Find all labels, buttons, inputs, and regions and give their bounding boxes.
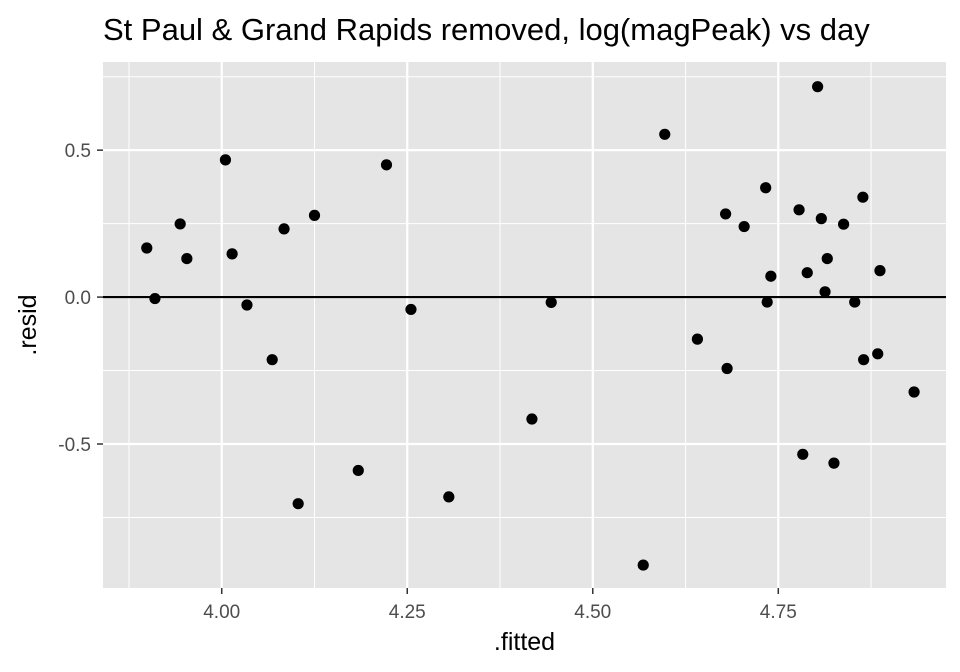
- y-tick-label: -0.5: [58, 435, 91, 456]
- data-point: [241, 299, 253, 311]
- data-point: [857, 191, 869, 203]
- data-point: [141, 242, 153, 254]
- data-point: [720, 208, 732, 220]
- y-tick-label: 0.5: [65, 141, 91, 162]
- data-point: [797, 448, 809, 460]
- data-point: [266, 354, 278, 366]
- data-point: [219, 154, 232, 166]
- data-point: [793, 204, 805, 216]
- data-point: [443, 491, 455, 503]
- data-point: [738, 220, 750, 233]
- x-axis-title: .fitted: [494, 628, 555, 656]
- data-point: [819, 286, 831, 298]
- data-point: [721, 362, 733, 375]
- data-point: [405, 303, 417, 316]
- data-points: [141, 81, 920, 571]
- data-point: [174, 218, 186, 230]
- data-point: [659, 128, 671, 140]
- data-point: [526, 413, 538, 425]
- data-point: [292, 498, 304, 510]
- chart-title: St Paul & Grand Rapids removed, log(magP…: [103, 12, 870, 47]
- data-point: [181, 252, 193, 265]
- y-axis-title: .resid: [14, 294, 42, 355]
- x-tick-label: 4.75: [760, 602, 797, 623]
- data-point: [821, 252, 833, 265]
- data-point: [801, 267, 813, 279]
- data-point: [149, 292, 161, 305]
- data-point: [828, 457, 840, 469]
- data-point: [872, 348, 884, 360]
- data-point: [691, 333, 704, 345]
- data-point: [849, 296, 861, 308]
- data-point: [545, 296, 557, 308]
- x-axis: 4.00 4.25 4.50 4.75: [203, 588, 797, 623]
- data-point: [308, 209, 321, 221]
- data-point: [380, 159, 393, 171]
- x-tick-label: 4.50: [574, 602, 611, 623]
- data-point: [858, 354, 870, 366]
- data-point: [352, 464, 364, 477]
- data-point: [815, 213, 827, 225]
- data-point: [637, 559, 649, 571]
- data-point: [837, 218, 850, 230]
- data-point: [812, 81, 824, 93]
- y-axis: -0.5 0.0 0.5: [58, 141, 103, 456]
- data-point: [760, 182, 772, 194]
- x-tick-label: 4.25: [389, 602, 426, 623]
- data-point: [908, 386, 920, 398]
- data-point: [874, 265, 886, 277]
- plot-panel: [103, 62, 946, 588]
- data-point: [765, 270, 777, 282]
- y-tick-label: 0.0: [65, 288, 91, 309]
- data-point: [226, 248, 238, 260]
- x-tick-label: 4.00: [203, 602, 240, 623]
- data-point: [278, 223, 290, 235]
- data-point: [761, 296, 773, 308]
